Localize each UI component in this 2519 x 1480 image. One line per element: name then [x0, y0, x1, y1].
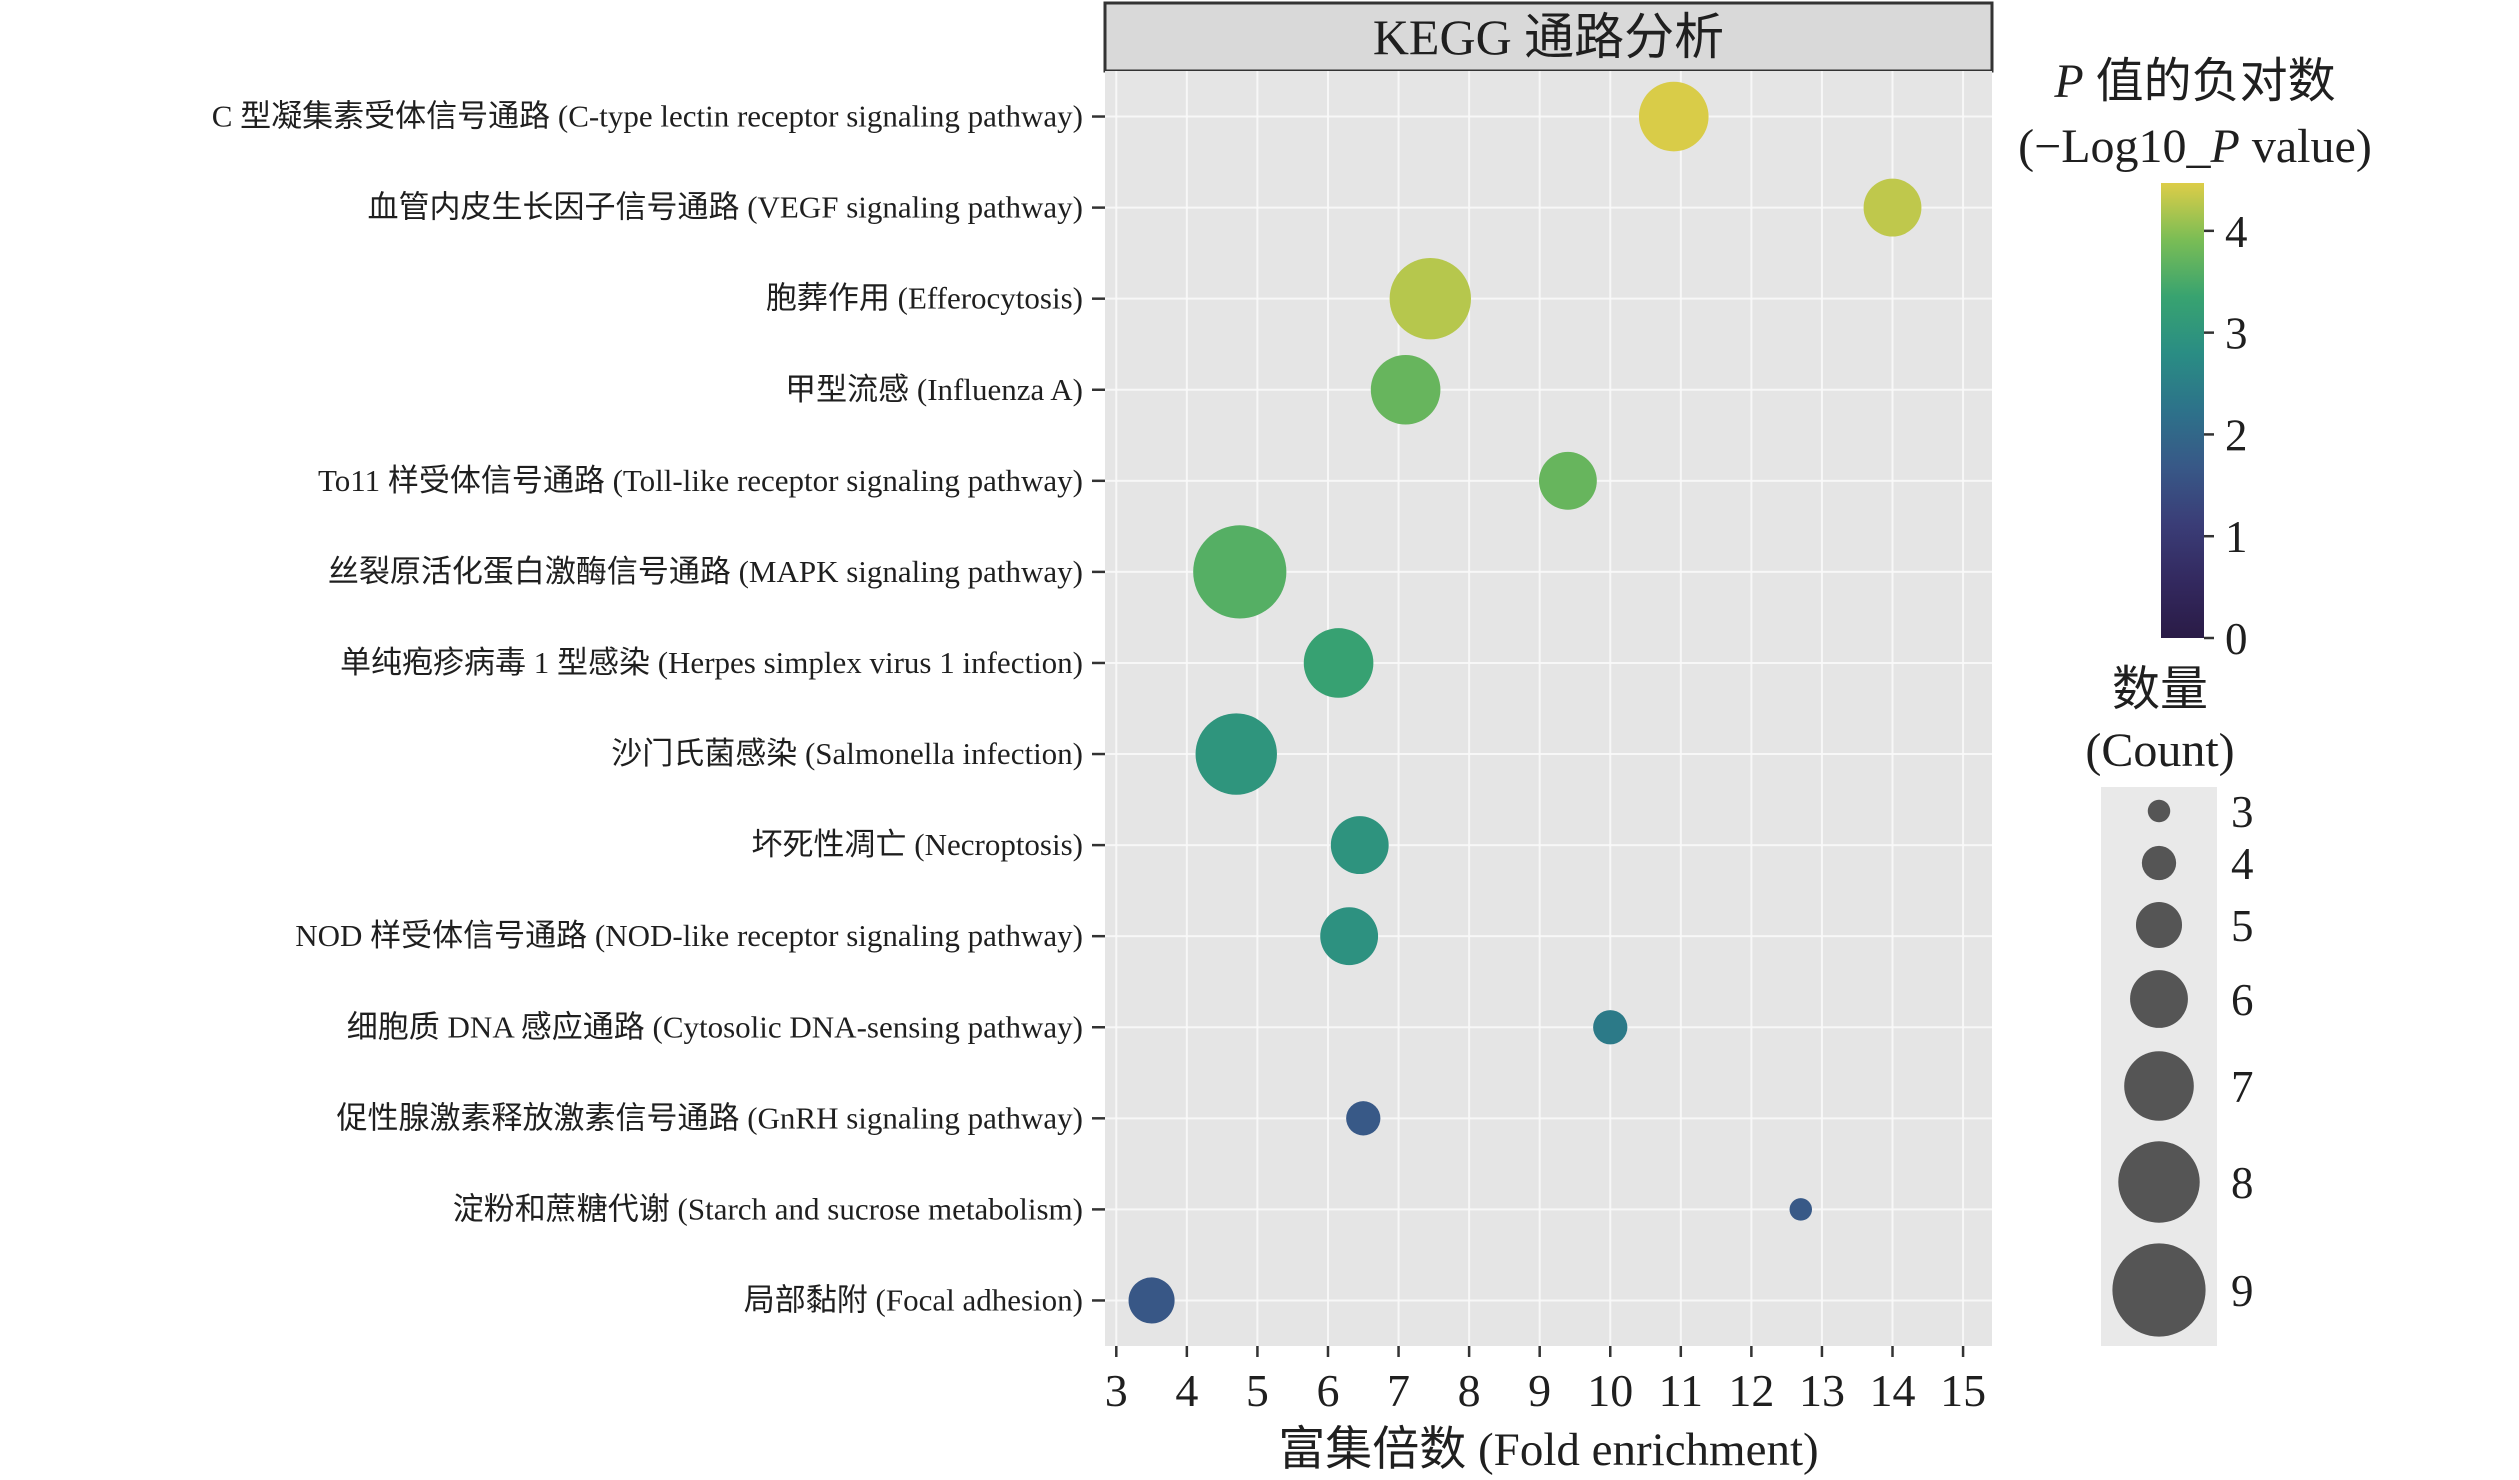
bubble-point — [1370, 354, 1441, 425]
size-legend-label: 4 — [2231, 839, 2254, 889]
size-legend-circle — [2112, 1243, 2206, 1337]
y-tick-label: 胞葬作用 (Efferocytosis) — [766, 281, 1083, 316]
x-tick-label: 14 — [1870, 1365, 1916, 1416]
size-legend-circle — [2135, 901, 2183, 949]
x-tick-label: 3 — [1105, 1365, 1128, 1416]
size-legend-title-line1: 数量 — [2112, 663, 2208, 716]
title-strip-box — [1103, 1, 1994, 73]
size-legend-title-line2: (Count) — [2085, 724, 2234, 777]
y-tick-label: NOD 样受体信号通路 (NOD-like receptor signaling… — [295, 918, 1083, 953]
y-tick-label: 促性腺激素释放激素信号通路 (GnRH signaling pathway) — [336, 1100, 1083, 1135]
x-tick-label: 9 — [1528, 1365, 1551, 1416]
size-legend-keys: 34 5 6 7 8 9 — [2112, 787, 2254, 1337]
plot-panel — [1105, 71, 1992, 1346]
x-tick-label: 12 — [1728, 1365, 1774, 1416]
bubble-point — [1193, 525, 1287, 619]
x-tick-label: 7 — [1387, 1365, 1410, 1416]
color-legend-title-line1: P 值的负对数 — [2053, 55, 2335, 108]
y-tick-label: 单纯疱疹病毒 1 型感染 (Herpes simplex virus 1 inf… — [340, 645, 1083, 680]
x-tick-label: 5 — [1246, 1365, 1269, 1416]
size-legend-label: 6 — [2231, 975, 2254, 1025]
color-legend-title-p: P — [2053, 55, 2083, 108]
size-legend-circle — [2130, 970, 2188, 1028]
bubble-point — [1863, 178, 1922, 237]
bubble-point — [1538, 451, 1597, 510]
colorbar-tick-label: 1 — [2225, 512, 2248, 562]
size-legend-label: 9 — [2231, 1266, 2254, 1316]
x-tick-label: 4 — [1175, 1365, 1198, 1416]
x-tick-label: 10 — [1587, 1365, 1633, 1416]
bubble-point — [1320, 907, 1379, 966]
bubble-point — [1389, 257, 1472, 340]
colorbar-tick-label: 2 — [2225, 410, 2248, 460]
size-legend-circle — [2124, 1051, 2194, 1121]
bubble-point — [1638, 81, 1709, 152]
y-axis: C 型凝集素受体信号通路 (C-type lectin receptor sig… — [212, 99, 1105, 1317]
size-legend-label: 5 — [2231, 901, 2254, 951]
size-legend-circle — [2147, 799, 2171, 823]
y-tick-label: 局部黏附 (Focal adhesion) — [744, 1282, 1083, 1317]
color-legend-subtitle-end: value) — [2240, 120, 2372, 173]
y-tick-label: 丝裂原活化蛋白激酶信号通路 (MAPK signaling pathway) — [328, 554, 1083, 589]
bubble-point — [1346, 1101, 1381, 1136]
y-tick-label: C 型凝集素受体信号通路 (C-type lectin receptor sig… — [212, 99, 1083, 134]
colorbar-tick-label: 0 — [2225, 614, 2248, 664]
size-legend-label: 8 — [2231, 1158, 2254, 1208]
size-legend: 数量 (Count) 34 5 6 7 8 9 — [2085, 663, 2254, 1346]
colorbar-tick-label: 3 — [2225, 309, 2248, 359]
x-tick-label: 6 — [1316, 1365, 1339, 1416]
y-tick-label: 细胞质 DNA 感应通路 (Cytosolic DNA-sensing path… — [347, 1009, 1083, 1044]
size-legend-label: 3 — [2231, 787, 2254, 837]
colorbar-tick-label: 4 — [2225, 207, 2248, 257]
size-legend-label: 7 — [2231, 1062, 2254, 1112]
size-legend-circle — [2118, 1141, 2200, 1223]
x-axis-title: 富集倍数 (Fold enrichment) — [1278, 1424, 1818, 1476]
y-tick-label: 淀粉和蔗糖代谢 (Starch and sucrose metabolism) — [453, 1191, 1083, 1226]
x-tick-label: 8 — [1458, 1365, 1481, 1416]
x-tick-label: 13 — [1799, 1365, 1845, 1416]
color-legend-subtitle-start: (−Log10_ — [2018, 120, 2211, 173]
bubble-point — [1593, 1010, 1628, 1045]
x-tick-label: 11 — [1659, 1365, 1703, 1416]
color-legend-title-text: 值的负对数 — [2084, 55, 2336, 108]
bubble-point — [1128, 1277, 1175, 1324]
color-legend-title-line2: (−Log10_P value) — [2018, 120, 2372, 173]
y-tick-label: 甲型流感 (Influenza A) — [785, 372, 1083, 407]
colorbar — [2161, 183, 2204, 638]
bubble-point — [1330, 816, 1389, 875]
x-axis: 富集倍数 (Fold enrichment) 3 4 5 6 7 8 9 10 11 12 13 14… — [1105, 1346, 1986, 1476]
y-tick-label: 血管内皮生长因子信号通路 (VEGF signaling pathway) — [367, 190, 1083, 225]
color-legend-subtitle-p: P — [2210, 120, 2240, 173]
x-tick-label: 15 — [1940, 1365, 1986, 1416]
y-tick-label: To11 样受体信号通路 (Toll-like receptor signali… — [318, 463, 1083, 498]
y-tick-label: 坏死性凋亡 (Necroptosis) — [752, 827, 1083, 862]
bubble-layer — [1128, 81, 1922, 1324]
y-tick-label: 沙门氏菌感染 (Salmonella infection) — [611, 736, 1083, 771]
bubble-point — [1195, 713, 1277, 795]
size-legend-circle — [2141, 845, 2177, 881]
bubble-point — [1303, 628, 1374, 698]
title-strip: KEGG 通路分析 — [1103, 1, 1994, 73]
chart-title: KEGG 通路分析 — [1373, 9, 1724, 65]
bubble-point — [1789, 1198, 1813, 1221]
